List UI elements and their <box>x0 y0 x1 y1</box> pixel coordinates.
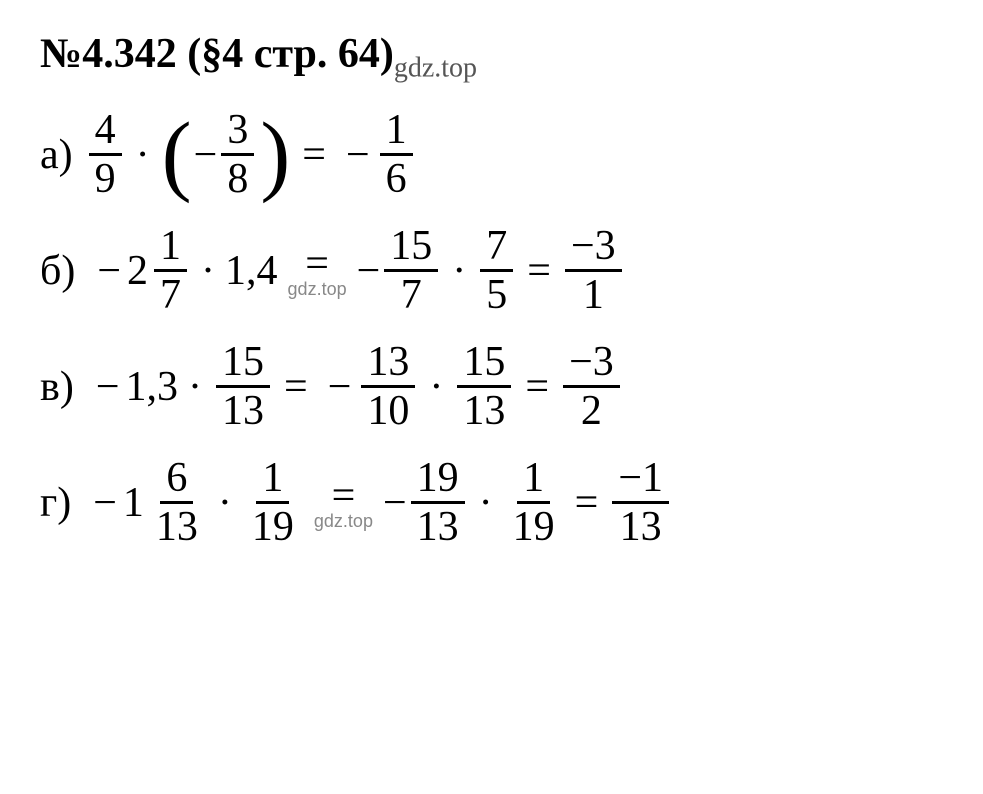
fraction-d4: 1 19 <box>507 457 561 548</box>
minus: − <box>96 366 120 408</box>
multiply: · <box>429 366 443 408</box>
equals: = <box>284 366 308 408</box>
watermark: gdz.top <box>314 512 373 530</box>
num: 1 <box>380 109 413 156</box>
section-ref: (§4 стр. 64) <box>187 31 394 77</box>
den: 2 <box>575 388 608 432</box>
label-b: б) <box>40 250 75 292</box>
minus: − <box>357 250 381 292</box>
minus: − <box>383 482 407 524</box>
decimal-value: 1,4 <box>225 250 278 292</box>
minus: − <box>346 134 370 176</box>
equals: = <box>525 366 549 408</box>
multiply: · <box>136 134 150 176</box>
fraction-a1: 4 9 <box>89 109 122 200</box>
num: 15 <box>457 341 511 388</box>
multiply: · <box>218 482 232 524</box>
fraction-b3: 7 5 <box>480 225 513 316</box>
fraction-d-result: −1 13 <box>612 457 669 548</box>
num: 1 <box>256 457 289 504</box>
num: 1 <box>154 225 187 272</box>
num: −3 <box>565 225 622 272</box>
header-watermark: gdz.top <box>394 52 477 83</box>
whole: 1 <box>123 482 144 524</box>
fraction-d2: 1 19 <box>246 457 300 548</box>
label-d: г) <box>40 482 71 524</box>
den: 19 <box>507 504 561 548</box>
multiply: · <box>188 366 202 408</box>
fraction-b2: 15 7 <box>384 225 438 316</box>
den: 13 <box>457 388 511 432</box>
multiply: · <box>452 250 466 292</box>
multiply: · <box>479 482 493 524</box>
problem-a: а) 4 9 · ( − 3 8 ) = − 1 6 <box>40 109 943 200</box>
problem-number: №4.342 <box>40 31 177 77</box>
watermark: gdz.top <box>288 280 347 298</box>
fraction-d3: 19 13 <box>411 457 465 548</box>
problem-c: в) − 1,3 · 15 13 = − 13 10 · 15 13 = −3 … <box>40 341 943 432</box>
fraction-c2: 13 10 <box>361 341 415 432</box>
equals-with-watermark: = gdz.top <box>314 475 373 530</box>
equals: = <box>302 134 326 176</box>
minus: − <box>194 134 218 176</box>
fraction-a-result: 1 6 <box>380 109 413 200</box>
den: 7 <box>154 272 187 316</box>
num: −1 <box>612 457 669 504</box>
num: 6 <box>160 457 193 504</box>
rparen: ) <box>260 123 290 186</box>
num: 13 <box>361 341 415 388</box>
den: 13 <box>614 504 668 548</box>
num: 15 <box>384 225 438 272</box>
multiply: · <box>201 250 215 292</box>
fraction-a2: 3 8 <box>221 109 254 200</box>
num: 4 <box>89 109 122 156</box>
fraction-b-result: −3 1 <box>565 225 622 316</box>
den: 9 <box>89 156 122 200</box>
num: 15 <box>216 341 270 388</box>
num: 1 <box>517 457 550 504</box>
minus: − <box>328 366 352 408</box>
den: 7 <box>395 272 428 316</box>
num: 7 <box>480 225 513 272</box>
page-header: №4.342 (§4 стр. 64)gdz.top <box>40 30 943 84</box>
den: 5 <box>480 272 513 316</box>
fraction-c-result: −3 2 <box>563 341 620 432</box>
den: 13 <box>150 504 204 548</box>
num: 19 <box>411 457 465 504</box>
num: 3 <box>221 109 254 156</box>
whole: 2 <box>127 250 148 292</box>
equals: = <box>527 250 551 292</box>
den: 6 <box>380 156 413 200</box>
equals: = <box>575 482 599 524</box>
label-c: в) <box>40 366 74 408</box>
fraction-c3: 15 13 <box>457 341 511 432</box>
fraction-c1: 15 13 <box>216 341 270 432</box>
den: 13 <box>411 504 465 548</box>
problem-b: б) − 2 1 7 · 1,4 = gdz.top − 15 7 · 7 5 … <box>40 225 943 316</box>
equals-with-watermark: = gdz.top <box>288 243 347 298</box>
problem-d: г) − 1 6 13 · 1 19 = gdz.top − 19 13 · 1… <box>40 457 943 548</box>
den: 1 <box>577 272 610 316</box>
den: 10 <box>361 388 415 432</box>
den: 13 <box>216 388 270 432</box>
den: 8 <box>221 156 254 200</box>
den: 19 <box>246 504 300 548</box>
num: −3 <box>563 341 620 388</box>
minus: − <box>97 250 121 292</box>
minus: − <box>93 482 117 524</box>
lparen: ( <box>162 123 192 186</box>
fraction-d1: 6 13 <box>150 457 204 548</box>
label-a: а) <box>40 134 73 176</box>
fraction-b1: 1 7 <box>154 225 187 316</box>
decimal-value: 1,3 <box>126 366 179 408</box>
